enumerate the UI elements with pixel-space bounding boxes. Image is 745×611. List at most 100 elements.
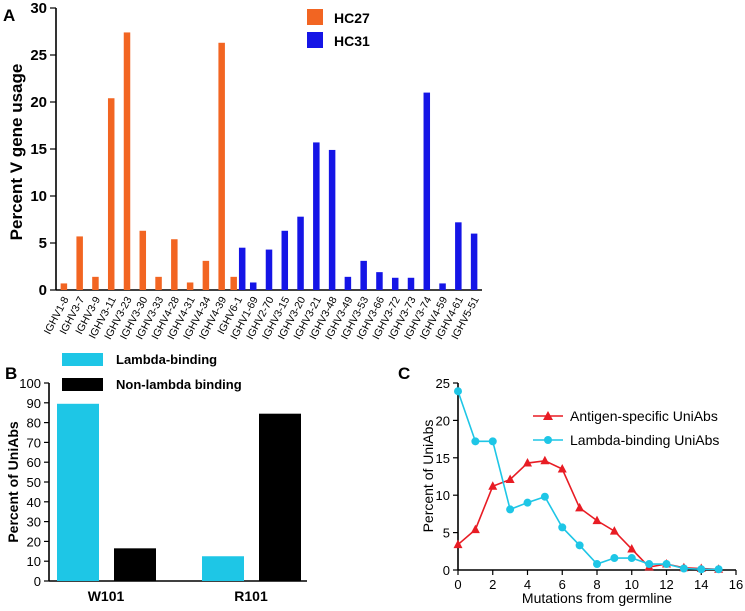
panel-c-xtick-label: 0 [454, 577, 461, 592]
point-antigen-specific-uniabs-0 [453, 539, 463, 549]
point-lambda-binding-uniabs-4 [523, 498, 532, 507]
line-lambda-binding-uniabs [457, 390, 719, 571]
panel-b-ytick-label: 90 [27, 396, 41, 411]
panel-b-ytick-label: 70 [27, 435, 41, 450]
panel-b-label: B [5, 364, 17, 383]
legend-swatch-hc27 [307, 9, 323, 25]
legend-swatch-lambda-binding [62, 353, 103, 366]
point-antigen-specific-uniabs-1 [470, 524, 480, 534]
panel-b-ytick-label: 30 [27, 515, 41, 530]
bar-hc27-ighv3-11 [107, 98, 115, 291]
point-lambda-binding-uniabs-11 [645, 560, 654, 569]
panel-c-xtick-label: 4 [524, 577, 531, 592]
bar-hc31-ighv4-61 [455, 222, 462, 290]
bar-hc31-ighv3-53 [360, 260, 367, 290]
bar-hc27-ighv3-30 [139, 230, 147, 290]
bar-non-lambda-binding-r101 [259, 413, 301, 581]
point-antigen-specific-uniabs-8 [592, 515, 602, 525]
panel-b-ylabel: Percent of UniAbs [5, 421, 21, 543]
panel-b-ytick-label: 20 [27, 534, 41, 549]
point-lambda-binding-uniabs-10 [627, 554, 636, 563]
bar-hc31-ighv3-20 [297, 216, 304, 290]
legend-label-hc27: HC27 [334, 10, 370, 26]
point-lambda-binding-uniabs-8 [593, 560, 601, 569]
bar-hc27-ighv3-23 [123, 32, 131, 290]
point-antigen-specific-uniabs-4 [523, 458, 532, 467]
bar-hc31-ighv6-1 [238, 247, 246, 290]
point-lambda-binding-uniabs-6 [558, 523, 567, 532]
legend-label-non-lambda-binding: Non-lambda binding [116, 377, 242, 392]
bar-hc27-ighv6-1 [230, 276, 237, 290]
panel-b-xtick-label-w101: W101 [88, 588, 125, 604]
bar-hc31-ighv3-74 [423, 92, 431, 290]
panel-c-ylabel: Percent of UniAbs [420, 420, 436, 533]
point-lambda-binding-uniabs-0 [454, 387, 462, 396]
point-antigen-specific-uniabs-7 [575, 502, 585, 512]
panel-c-xtick-label: 16 [729, 577, 743, 592]
point-lambda-binding-uniabs-9 [610, 554, 619, 563]
panel-b-ytick-label: 50 [27, 475, 41, 490]
panel-b: B Percent of UniAbs 0 10 20 30 40 50 60 70 80 90 1… [5, 352, 307, 604]
panel-c: C Percent of UniAbs Mutations from germl… [398, 364, 743, 606]
point-lambda-binding-uniabs-15 [714, 565, 723, 574]
legend-marker-lambda-binding [544, 436, 552, 444]
bar-hc31-ighv3-21 [313, 142, 320, 290]
panel-b-ytick-label: 60 [27, 455, 41, 470]
bar-hc31-ighv3-48 [328, 149, 336, 290]
panel-b-ytick-label: 80 [27, 416, 41, 431]
point-lambda-binding-uniabs-14 [697, 565, 706, 574]
point-lambda-binding-uniabs-1 [471, 437, 480, 446]
bar-hc27-ighv3-9 [92, 276, 99, 290]
panel-a-ylabel: Percent V gene usage [7, 64, 26, 241]
point-lambda-binding-uniabs-12 [662, 560, 671, 569]
panel-c-ytick-label: 15 [436, 451, 450, 466]
bar-hc31-ighv3-66 [376, 272, 383, 290]
panel-c-xlabel: Mutations from germline [522, 590, 672, 606]
legend-marker-antigen-specific [543, 411, 553, 420]
panel-a-ytick-label: 20 [30, 94, 47, 111]
bar-hc31-ighv5-51 [470, 233, 478, 290]
panel-c-ytick-label: 5 [443, 526, 450, 541]
legend-swatch-hc31 [307, 32, 323, 48]
panel-c-xtick-label: 12 [659, 577, 673, 592]
bar-hc31-ighv3-49 [344, 276, 352, 290]
legend-label-lambda-binding-uniabs: Lambda-binding UniAbs [570, 432, 719, 448]
point-lambda-binding-uniabs-3 [506, 505, 515, 514]
point-antigen-specific-uniabs-5 [540, 455, 550, 465]
panel-b-ytick-label: 10 [27, 554, 41, 569]
panel-b-legend: Lambda-binding Non-lambda binding [62, 352, 242, 392]
panel-a-ytick-label: 15 [30, 141, 47, 158]
bar-hc27-ighv4-34 [202, 260, 210, 290]
bar-hc31-ighv1-69 [249, 282, 257, 290]
panel-b-ytick-label: 100 [19, 376, 41, 391]
bar-hc27-ighv4-28 [171, 239, 178, 290]
panel-a-label: A [3, 6, 15, 25]
point-antigen-specific-uniabs-3 [505, 474, 515, 483]
point-lambda-binding-uniabs-5 [540, 492, 549, 501]
bar-hc31-ighv3-15 [281, 230, 289, 290]
panel-c-label: C [398, 364, 410, 383]
panel-a-legend: HC27 HC31 [307, 9, 370, 49]
panel-c-legend: Antigen-specific UniAbs Lambda-binding U… [533, 408, 719, 448]
panel-c-ytick-label: 20 [436, 413, 450, 428]
bar-lambda-binding-w101 [57, 403, 99, 581]
bar-hc27-ighv3-7 [76, 236, 83, 290]
point-lambda-binding-uniabs-7 [575, 541, 584, 550]
bar-hc31-ighv2-70 [265, 249, 273, 290]
panel-b-xtick-label-r101: R101 [234, 588, 268, 604]
panel-c-xtick-label: 2 [489, 577, 496, 592]
panel-a-ytick-label: 30 [30, 0, 47, 17]
bar-lambda-binding-r101 [202, 556, 244, 581]
panel-a-ytick-label: 10 [30, 188, 47, 205]
panel-c-xtick-label: 6 [559, 577, 566, 592]
panel-c-xtick-label: 14 [694, 577, 708, 592]
bar-non-lambda-binding-w101 [114, 548, 156, 581]
bar-hc27-ighv3-33 [155, 276, 162, 290]
point-lambda-binding-uniabs-2 [488, 437, 497, 446]
bar-hc31-ighv3-73 [407, 277, 415, 290]
panel-b-ytick-label: 40 [27, 495, 41, 510]
point-antigen-specific-uniabs-2 [488, 481, 498, 490]
panel-c-xtick-label: 8 [593, 577, 600, 592]
bar-hc27-ighv4-31 [186, 282, 194, 290]
